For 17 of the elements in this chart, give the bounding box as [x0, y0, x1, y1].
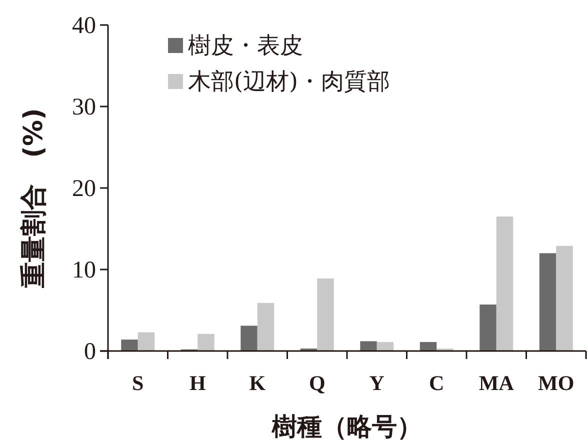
y-tick-label: 20: [72, 176, 96, 202]
legend-label: 樹皮・表皮: [188, 33, 303, 59]
y-tick-label: 30: [72, 94, 96, 120]
x-tick-label: MA: [478, 371, 515, 395]
y-axis-title: 重量割合 (%): [19, 108, 49, 289]
x-tick-label: S: [132, 371, 144, 395]
x-tick-label: MO: [538, 371, 574, 395]
y-tick-label: 40: [72, 13, 96, 39]
x-axis-title: 樹種（略号）: [271, 412, 422, 441]
x-tick-label: Q: [308, 371, 326, 395]
x-tick-label: Y: [369, 371, 384, 395]
x-tick-label: C: [429, 371, 444, 395]
x-tick-label: H: [189, 371, 206, 395]
legend-label: 木部(辺材)・肉質部: [188, 69, 390, 95]
y-tick-label: 0: [84, 339, 96, 365]
y-tick-label: 10: [72, 258, 96, 284]
x-tick-label: K: [249, 371, 266, 395]
